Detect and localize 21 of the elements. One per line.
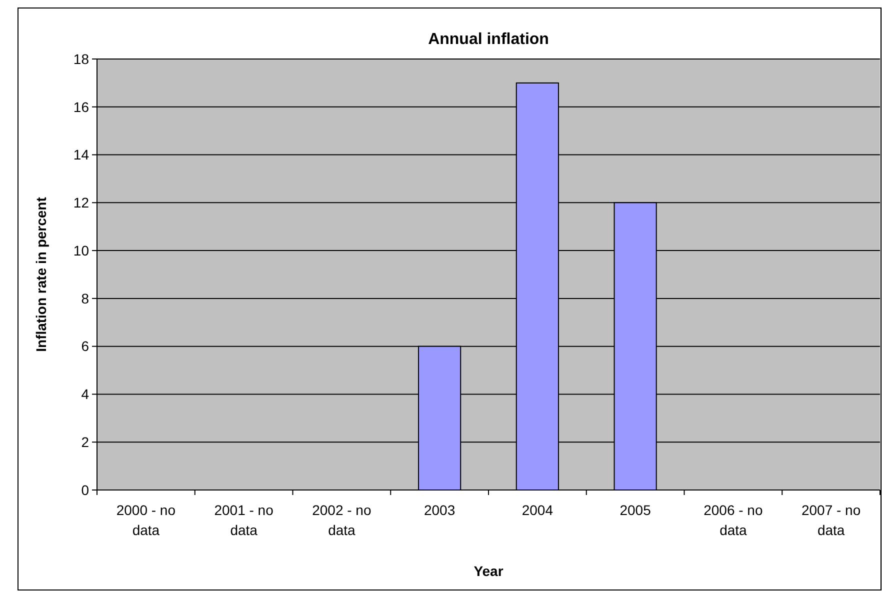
y-tick-label: 6 <box>81 338 90 354</box>
x-tick-label: 2007 - no data <box>801 502 861 538</box>
y-tick-label: 8 <box>81 290 90 306</box>
x-axis-title: Year <box>474 563 504 579</box>
y-tick-label: 18 <box>73 50 90 67</box>
y-tick-label: 2 <box>81 434 90 450</box>
y-tick-label: 10 <box>73 242 90 258</box>
y-tick-label: 0 <box>81 482 90 498</box>
x-tick-label: 2005 <box>620 502 652 518</box>
y-tick-label: 12 <box>73 194 90 211</box>
y-tick-label: 4 <box>81 386 90 402</box>
x-tick-label: 2002 - no data <box>312 502 372 538</box>
chart-title: Annual inflation <box>428 31 549 48</box>
y-axis-title: Inflation rate in percent <box>33 196 49 352</box>
x-tick-label: 2001 - no data <box>214 502 274 538</box>
y-tick-label: 16 <box>73 98 90 115</box>
x-tick-label: 2003 <box>424 502 456 518</box>
x-tick-label: 2006 - no data <box>704 502 763 538</box>
x-tick-label: 2004 <box>522 502 554 518</box>
x-tick-label: 2000 - no data <box>116 502 176 538</box>
y-tick-label: 14 <box>73 146 90 163</box>
